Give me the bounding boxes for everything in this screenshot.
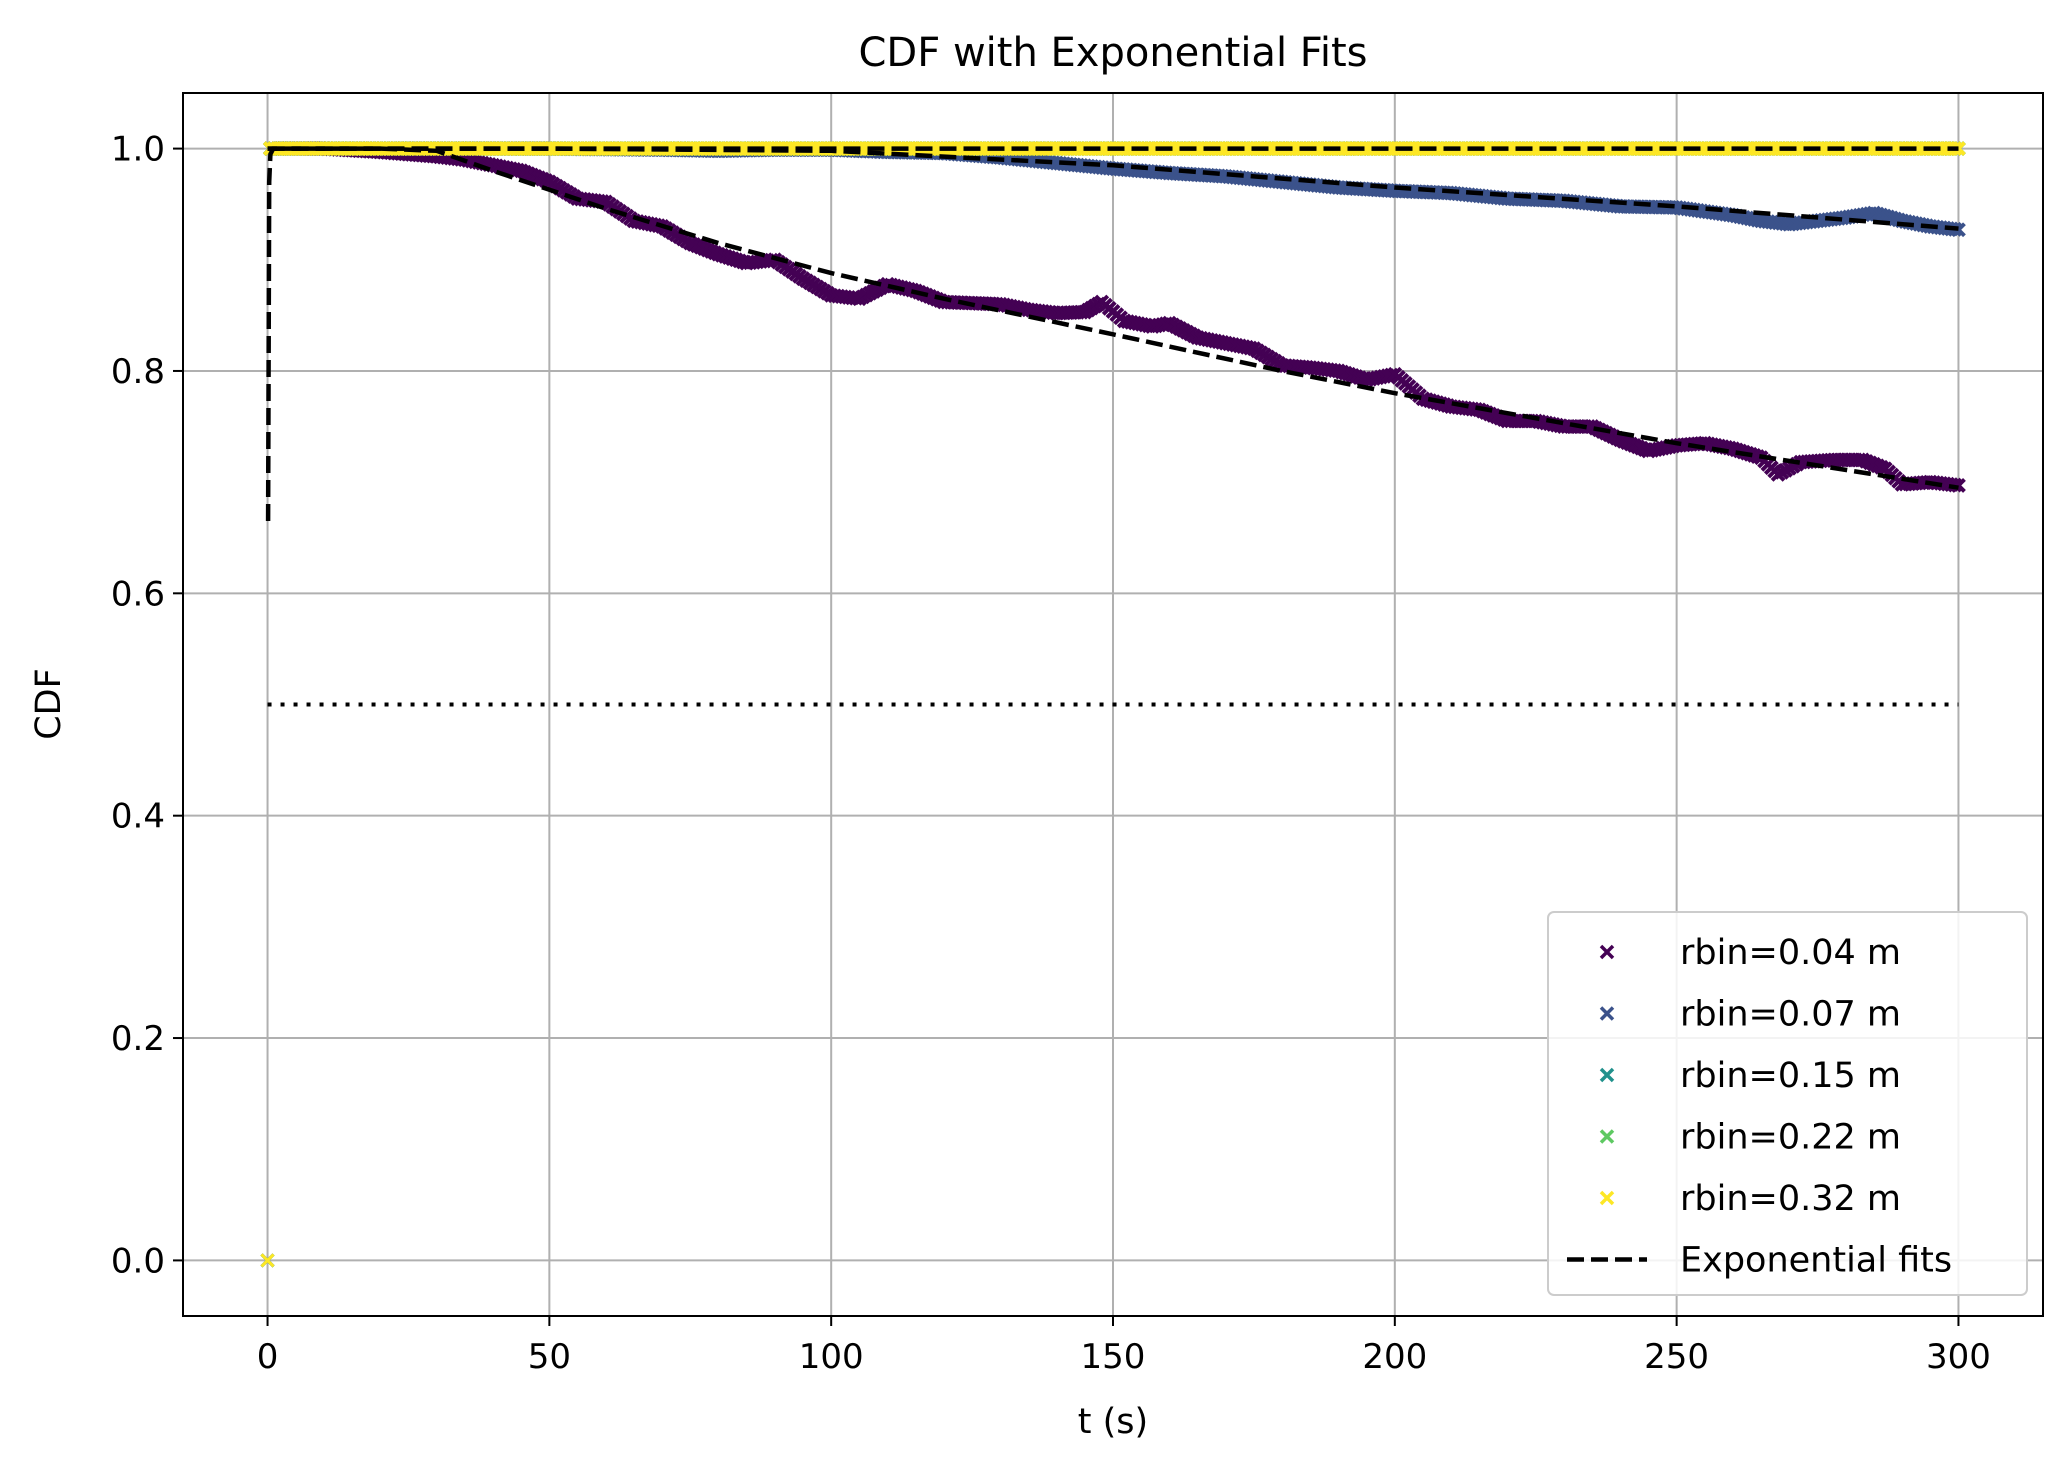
x-tick-label: 250 xyxy=(1644,1337,1709,1377)
y-axis: 0.0 0.2 0.4 0.6 0.8 1.0 xyxy=(111,130,183,1281)
y-tick-label: 0.2 xyxy=(111,1019,165,1059)
y-tick-label: 1.0 xyxy=(111,130,165,170)
x-axis-label: t (s) xyxy=(1078,1402,1148,1442)
x-tick-label: 300 xyxy=(1926,1337,1991,1377)
exponential-fit-line xyxy=(265,146,1959,522)
x-tick-label: 200 xyxy=(1362,1337,1427,1377)
x-tick-label: 100 xyxy=(799,1337,864,1377)
chart-title: CDF with Exponential Fits xyxy=(858,30,1367,76)
x-tick-label: 0 xyxy=(257,1337,279,1377)
data-point xyxy=(1951,222,1966,238)
legend-marker xyxy=(1599,1129,1615,1144)
legend-label: rbin=0.15 m xyxy=(1680,1056,1901,1096)
legend: rbin=0.04 m rbin=0.07 m rbin=0.15 m rbin=0.… xyxy=(1547,911,2028,1296)
legend-label: rbin=0.04 m xyxy=(1680,933,1901,973)
x-axis: 0 50 100 150 200 250 300 xyxy=(257,1316,1991,1377)
y-tick-label: 0.6 xyxy=(111,574,165,614)
legend-label: rbin=0.32 m xyxy=(1680,1179,1901,1219)
y-tick-label: 0.8 xyxy=(111,352,165,392)
legend-marker xyxy=(1599,1006,1615,1021)
legend-box xyxy=(1547,911,2028,1296)
x-tick-label: 150 xyxy=(1081,1337,1146,1377)
fit-lines xyxy=(265,146,1959,522)
y-tick-label: 0.0 xyxy=(111,1241,165,1281)
legend-marker xyxy=(1599,1190,1615,1206)
legend-label: Exponential fits xyxy=(1680,1241,1952,1281)
exponential-fit-line xyxy=(267,146,1959,231)
legend-label: rbin=0.07 m xyxy=(1680,995,1901,1035)
legend-marker xyxy=(1599,944,1615,960)
y-axis-label: CDF xyxy=(29,668,69,740)
data-point xyxy=(260,1253,275,1268)
legend-label: rbin=0.22 m xyxy=(1680,1118,1901,1158)
x-tick-label: 50 xyxy=(528,1337,571,1377)
legend-marker xyxy=(1599,1067,1615,1083)
y-tick-label: 0.4 xyxy=(111,797,165,837)
